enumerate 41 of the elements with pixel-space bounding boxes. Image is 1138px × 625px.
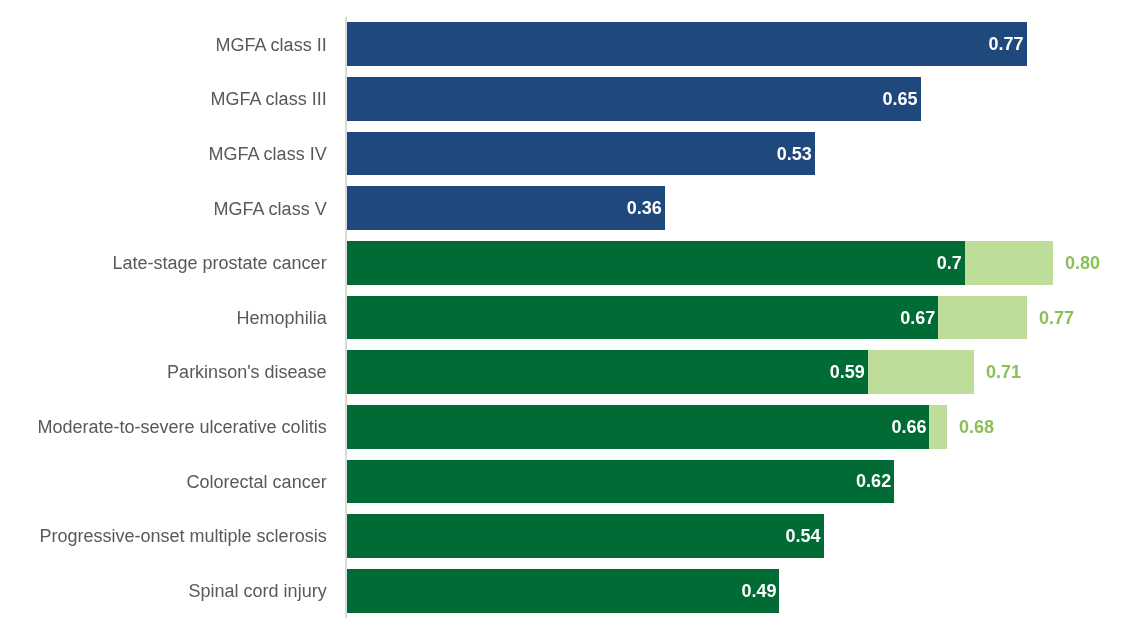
y-tick-label: Spinal cord injury [188, 580, 327, 601]
bar [347, 459, 895, 504]
bar [347, 514, 824, 558]
y-tick-label: MGFA class IV [208, 143, 327, 164]
bar [938, 295, 1027, 340]
data-label: 0.7 [936, 252, 962, 273]
data-label: 0.36 [626, 198, 662, 219]
bar [347, 77, 921, 121]
bar [964, 241, 1053, 285]
y-tick-label: Moderate-to-severe ulcerative colitis [37, 417, 327, 438]
y-tick-label: MGFA class III [210, 89, 327, 110]
y-tick-label: Colorectal cancer [186, 471, 327, 492]
y-tick-label: MGFA class V [213, 198, 327, 219]
data-label: 0.59 [829, 362, 865, 383]
data-label: 0.67 [900, 307, 936, 328]
data-label: 0.77 [988, 34, 1024, 55]
y-tick-label: Progressive-onset multiple sclerosis [39, 526, 327, 547]
data-label: 0.62 [856, 471, 892, 492]
bar [347, 568, 780, 613]
data-label: 0.53 [776, 143, 812, 164]
total-label: 0.68 [959, 417, 995, 437]
bar [347, 241, 965, 285]
data-label: 0.65 [882, 88, 918, 109]
bar [867, 350, 974, 394]
data-label: 0.54 [785, 526, 821, 547]
bar [347, 350, 868, 394]
y-tick-label: Late-stage prostate cancer [112, 253, 327, 274]
bar [347, 295, 939, 340]
bar [347, 404, 930, 449]
data-label: 0.66 [891, 416, 927, 437]
total-label: 0.71 [986, 362, 1022, 382]
y-tick-label: MGFA class II [215, 34, 327, 55]
total-label: 0.77 [1039, 308, 1075, 328]
bar [347, 131, 815, 176]
total-label: 0.80 [1065, 253, 1101, 273]
bar [929, 404, 948, 449]
data-label: 0.49 [741, 580, 777, 601]
y-tick-label: Hemophilia [236, 307, 328, 328]
y-tick-label: Parkinson's disease [167, 362, 327, 383]
bar [347, 22, 1027, 67]
bar [347, 186, 665, 231]
